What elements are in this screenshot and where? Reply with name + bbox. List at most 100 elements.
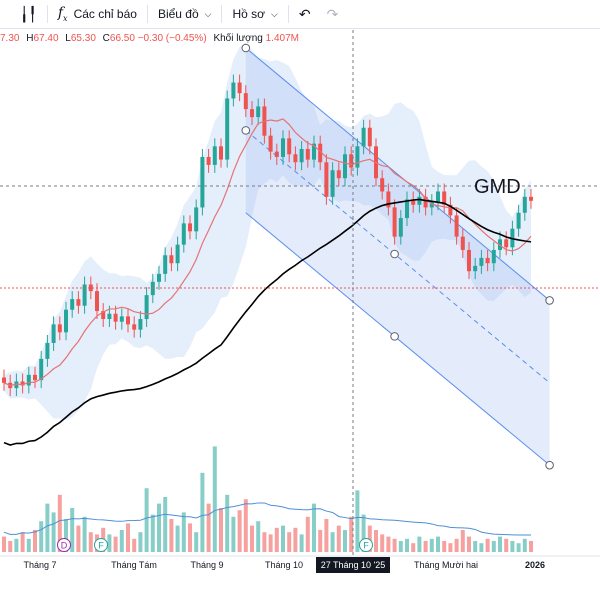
candle-body [448, 204, 453, 216]
time-axis: Tháng 7 Tháng Tám Tháng 9 Tháng 10 27 Tháng … [0, 555, 600, 573]
candle-body [107, 313, 112, 320]
volume-ma-line [3, 502, 532, 536]
undo-button[interactable]: ↶ [291, 0, 319, 28]
volume-bar [219, 508, 223, 552]
chart-menu-button[interactable]: Biểu đồ ⌵ [150, 0, 220, 28]
volume-bar [225, 494, 230, 552]
volume-bar [479, 543, 484, 552]
high-value: 67.40 [33, 33, 59, 44]
volume-bar [522, 538, 527, 552]
candle-body [318, 143, 323, 163]
candle-body [175, 244, 180, 264]
candle-body [243, 93, 248, 110]
volume-bar [355, 490, 360, 552]
volume-bar [88, 532, 93, 552]
toolbar-divider [221, 5, 223, 23]
event-marker[interactable]: D [57, 538, 71, 552]
candle-body [268, 135, 273, 152]
candle-body [45, 342, 50, 359]
candle-body [70, 299, 75, 310]
event-marker-label: F [98, 541, 104, 551]
low-key: L [65, 33, 71, 44]
volume-bar [510, 541, 515, 552]
event-marker[interactable]: F [94, 538, 108, 552]
volume-bar [417, 536, 422, 552]
event-marker-label: D [61, 541, 68, 551]
volume-bar [39, 521, 44, 552]
volume-value: 1.407M [265, 33, 299, 44]
candle-body [237, 82, 242, 94]
time-axis-label: Tháng 7 [23, 560, 56, 570]
ohlc-legend: 7.30 H67.40 L65.30 C66.50 −0.30 (−0.45%)… [0, 33, 299, 44]
candle-body [144, 295, 149, 320]
volume-bar [516, 543, 521, 552]
candle-body [417, 196, 422, 205]
candle-body [119, 316, 124, 322]
volume-bar [150, 514, 155, 552]
volume-bar [119, 530, 124, 552]
volume-bar [343, 530, 347, 552]
volume-bar [26, 538, 31, 552]
volume-bar [163, 497, 168, 552]
candle-body [343, 154, 347, 179]
volume-bar [529, 541, 533, 552]
channel-handle[interactable] [241, 126, 251, 135]
candle-body [281, 138, 285, 157]
candle-body [473, 265, 478, 272]
candle-body [2, 377, 6, 383]
volume-bar [330, 532, 335, 552]
volume-bar [429, 538, 434, 552]
candles-button[interactable]: ╽╿ [0, 0, 45, 28]
candle-body [479, 257, 484, 266]
volume-bar [70, 508, 75, 552]
time-axis-label: Tháng Tám [111, 560, 157, 570]
candle-body [219, 146, 223, 160]
volume-bar [45, 503, 50, 552]
candle-body [380, 178, 385, 192]
volume-bar [281, 525, 285, 552]
time-axis-label: Tháng 9 [190, 560, 223, 570]
candle-body [274, 151, 279, 157]
candle-body [188, 223, 192, 232]
crosshair-date-tag [316, 557, 390, 573]
candle-body [516, 212, 521, 229]
indicators-button[interactable]: fx Các chỉ báo [50, 0, 145, 28]
volume-bar [293, 527, 298, 552]
candle-body [287, 138, 292, 155]
candle-body [181, 223, 186, 245]
crosshair-date-label: 27 Tháng 10 '25 [321, 560, 386, 570]
candle-body [485, 257, 490, 264]
channel-handle[interactable] [545, 460, 554, 470]
candle-body [33, 374, 37, 381]
volume-bar [361, 514, 366, 552]
volume-bar [367, 525, 372, 552]
candle-body [14, 381, 19, 389]
volume-bar [498, 536, 502, 552]
redo-button[interactable]: ↷ [319, 0, 347, 28]
change-value: −0.30 (−0.45%) [137, 33, 207, 44]
event-marker[interactable]: F [359, 538, 373, 552]
candle-body [231, 82, 236, 99]
candle-body [336, 170, 341, 179]
candle-body [95, 291, 99, 312]
volume-bar [448, 543, 453, 552]
volume-bar [268, 534, 273, 552]
function-icon: fx [57, 5, 68, 23]
symbol-annotation[interactable]: GMD [474, 176, 521, 198]
volume-bar [57, 494, 62, 552]
volume-bar [188, 523, 192, 552]
channel-handle[interactable] [390, 249, 399, 259]
chevron-down-icon: ⌵ [204, 8, 212, 19]
close-key: C [102, 33, 110, 44]
time-axis-label: 2026 [525, 560, 545, 570]
channel-handle[interactable] [241, 43, 251, 53]
volume-bar [14, 538, 19, 552]
candle-body [398, 218, 403, 237]
volume-bar [33, 530, 37, 552]
volume-bar [324, 519, 329, 552]
profile-menu-button[interactable]: Hồ sơ ⌵ [224, 0, 285, 28]
channel-handle[interactable] [390, 332, 399, 341]
channel-handle[interactable] [545, 296, 554, 305]
volume-bar [299, 534, 304, 552]
